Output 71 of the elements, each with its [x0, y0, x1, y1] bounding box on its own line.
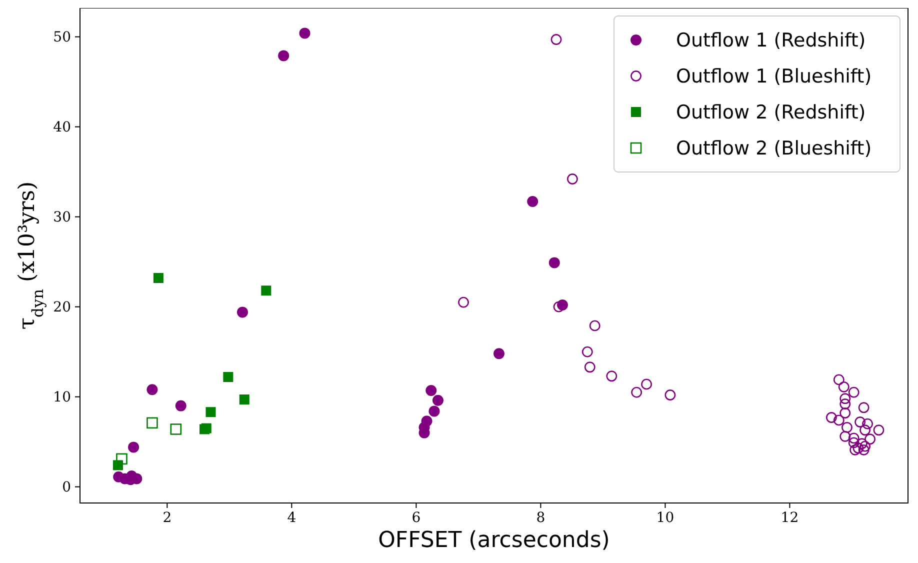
- point: [278, 50, 290, 62]
- point: [426, 385, 437, 396]
- point: [116, 453, 128, 465]
- x-tick-label: 12: [780, 510, 799, 526]
- point: [206, 407, 216, 418]
- point: [493, 348, 504, 360]
- point: [856, 438, 868, 450]
- point: [589, 320, 600, 332]
- legend-label: Outflow 2 (Blueshift): [676, 138, 872, 160]
- point: [852, 442, 864, 454]
- x-axis-title: OFFSET (arcseconds): [378, 528, 610, 553]
- y-tick-label: 50: [53, 30, 71, 46]
- x-tick-label: 8: [536, 510, 546, 526]
- x-tick-label: 6: [412, 510, 421, 526]
- y-tick-label: 10: [53, 390, 71, 406]
- point: [854, 416, 866, 428]
- point: [860, 424, 870, 436]
- x-tick-label: 4: [287, 510, 296, 526]
- point: [584, 362, 596, 373]
- point: [432, 394, 444, 406]
- point: [664, 390, 676, 400]
- point: [838, 381, 850, 392]
- point: [858, 402, 870, 414]
- point: [146, 417, 158, 429]
- point: [833, 374, 844, 386]
- point: [840, 430, 851, 442]
- point: [873, 424, 884, 436]
- point: [236, 306, 248, 318]
- x-tick-label: 2: [162, 510, 172, 526]
- point: [239, 394, 250, 404]
- point: [261, 286, 272, 296]
- point: [842, 422, 852, 433]
- legend-label: Outflow 1 (Redshift): [676, 30, 866, 52]
- point: [153, 273, 164, 283]
- point: [553, 301, 564, 312]
- point: [862, 418, 873, 430]
- y-tick-label: 40: [53, 120, 71, 136]
- point: [550, 34, 562, 45]
- y-tick-label: 0: [62, 480, 71, 496]
- y-tick-label: 30: [53, 210, 71, 226]
- point: [840, 393, 851, 404]
- point: [860, 440, 870, 452]
- legend-label: Outflow 2 (Redshift): [676, 102, 866, 124]
- point: [128, 442, 140, 453]
- point: [566, 174, 578, 184]
- point: [170, 424, 182, 435]
- point: [833, 414, 844, 426]
- legend-label: Outflow 1 (Blueshift): [676, 66, 872, 88]
- point: [631, 386, 642, 398]
- point: [826, 412, 837, 423]
- point: [428, 406, 440, 417]
- point: [548, 257, 560, 268]
- point: [840, 398, 851, 410]
- point: [848, 386, 860, 398]
- point: [458, 296, 469, 308]
- point: [146, 384, 158, 396]
- point: [299, 28, 310, 39]
- point: [864, 434, 876, 445]
- point: [527, 196, 538, 207]
- point: [850, 444, 861, 456]
- point: [641, 378, 652, 390]
- point: [582, 346, 593, 358]
- point: [223, 372, 234, 382]
- y-tick-label: 20: [53, 300, 71, 316]
- point: [848, 432, 860, 444]
- point: [840, 408, 851, 418]
- x-tick-label: 10: [656, 510, 674, 526]
- point: [606, 370, 618, 382]
- point: [175, 400, 186, 412]
- point: [848, 437, 860, 448]
- point: [858, 444, 870, 456]
